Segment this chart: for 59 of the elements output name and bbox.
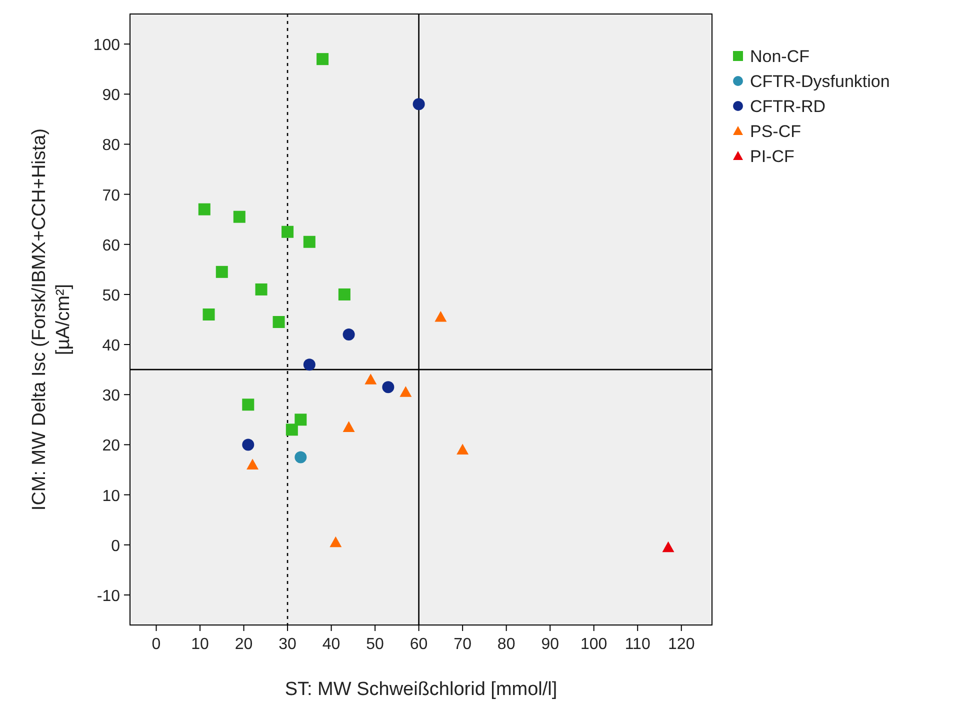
legend-label: Non-CF bbox=[750, 47, 810, 66]
point bbox=[330, 536, 342, 548]
x-tick-label: 0 bbox=[152, 636, 161, 653]
point bbox=[255, 283, 268, 296]
y-tick-label: -10 bbox=[96, 588, 120, 605]
x-tick-label: 60 bbox=[410, 636, 428, 653]
point bbox=[434, 310, 447, 322]
y-axis-title: ICM: MW Delta Isc (Forsk/IBMX+CCH+Hista) [µA/cm²] bbox=[29, 128, 74, 511]
point bbox=[364, 374, 377, 384]
y-tick-label: 70 bbox=[102, 187, 120, 204]
y-tick-label: 40 bbox=[102, 338, 120, 355]
x-tick-label: 10 bbox=[191, 636, 210, 653]
point bbox=[400, 386, 412, 397]
legend-label: PS-CF bbox=[750, 122, 801, 141]
y-tick-label: 60 bbox=[102, 237, 120, 254]
point bbox=[342, 421, 355, 432]
point bbox=[338, 288, 350, 300]
point bbox=[242, 398, 254, 411]
x-tick-label: 100 bbox=[580, 636, 608, 653]
point bbox=[246, 458, 259, 470]
x-tick-label: 90 bbox=[541, 636, 560, 653]
point bbox=[216, 266, 228, 278]
x-tick-label: 20 bbox=[234, 636, 253, 653]
point bbox=[272, 316, 285, 328]
point bbox=[242, 438, 254, 451]
point bbox=[662, 541, 674, 552]
x-tick-label: 120 bbox=[668, 636, 695, 653]
x-tick-label: 80 bbox=[497, 636, 516, 653]
point bbox=[198, 203, 210, 216]
x-tick-label: 110 bbox=[624, 636, 650, 653]
legend-label: PI-CF bbox=[750, 147, 794, 166]
point bbox=[456, 444, 469, 455]
point bbox=[282, 226, 294, 238]
point bbox=[233, 210, 246, 223]
point bbox=[316, 53, 329, 66]
y-tick-label: 20 bbox=[102, 438, 120, 455]
point bbox=[294, 414, 307, 426]
point bbox=[286, 424, 298, 436]
y-tick-label: 80 bbox=[102, 137, 120, 154]
point bbox=[303, 236, 316, 248]
point bbox=[412, 98, 425, 110]
point bbox=[294, 451, 307, 464]
x-axis-title: ST: MW Schweißchlorid [mmol/l] bbox=[284, 679, 558, 700]
x-tick-label: 30 bbox=[278, 636, 297, 653]
x-tick-label: 40 bbox=[322, 636, 340, 653]
y-tick-label: 50 bbox=[102, 287, 120, 304]
legend-label: CFTR-RD bbox=[750, 97, 826, 116]
point bbox=[342, 328, 355, 341]
y-tick-label: 90 bbox=[102, 87, 120, 104]
y-tick-label: 100 bbox=[93, 37, 120, 54]
y-tick-label: 10 bbox=[102, 488, 120, 505]
point bbox=[303, 358, 316, 371]
point bbox=[202, 308, 215, 320]
legend-label: CFTR-Dysfunktion bbox=[750, 72, 890, 91]
point bbox=[382, 381, 394, 394]
y-tick-label: 30 bbox=[102, 388, 120, 405]
x-tick-label: 70 bbox=[454, 636, 472, 653]
y-tick-label: 0 bbox=[111, 538, 120, 555]
x-tick-label: 50 bbox=[366, 636, 384, 653]
